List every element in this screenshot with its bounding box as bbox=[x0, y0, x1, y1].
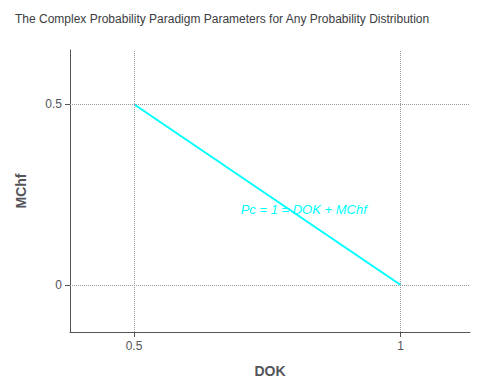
svg-text:1: 1 bbox=[397, 339, 404, 353]
svg-text:0: 0 bbox=[55, 278, 62, 292]
svg-text:0.5: 0.5 bbox=[45, 97, 62, 111]
svg-text:0.5: 0.5 bbox=[126, 339, 143, 353]
svg-text:Pc = 1 = DOK + MChf: Pc = 1 = DOK + MChf bbox=[241, 202, 368, 217]
svg-text:DOK: DOK bbox=[254, 363, 285, 379]
svg-text:The Complex Probability Paradi: The Complex Probability Paradigm Paramet… bbox=[15, 12, 429, 26]
svg-text:MChf: MChf bbox=[13, 173, 29, 208]
